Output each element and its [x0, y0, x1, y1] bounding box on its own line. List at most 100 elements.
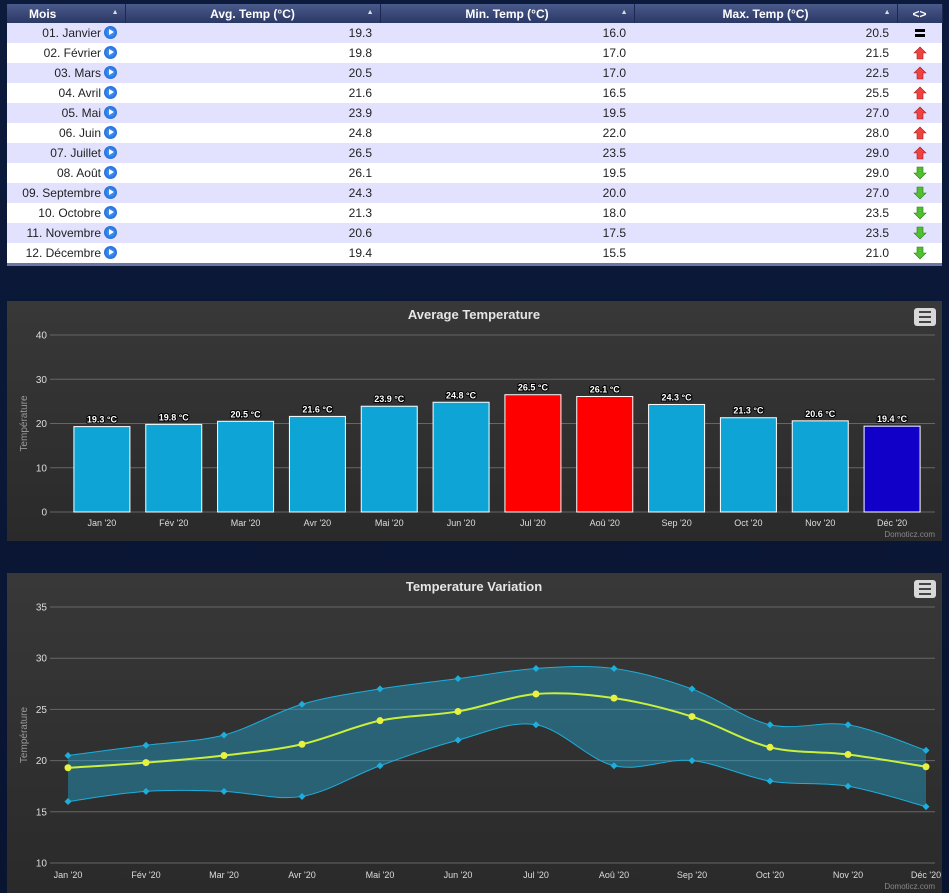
column-title: Mois: [29, 6, 57, 21]
column-header[interactable]: <>: [897, 4, 943, 23]
menu-line: [919, 583, 931, 585]
down-arrow: [912, 227, 927, 240]
down-arrow: [912, 167, 927, 180]
month-label: 04. Avril: [58, 86, 101, 100]
play-icon[interactable]: [104, 166, 117, 179]
play-icon[interactable]: [104, 146, 117, 159]
play-icon[interactable]: [104, 186, 117, 199]
range-marker: [922, 803, 930, 811]
month-cell: 08. Août: [7, 163, 125, 183]
data-label: 26.1 °C: [590, 385, 621, 395]
play-icon[interactable]: [104, 86, 117, 99]
play-icon[interactable]: [104, 46, 117, 59]
value-text: 19.3: [348, 26, 372, 40]
value-cell: 24.3: [125, 183, 380, 203]
trend-cell: [897, 123, 942, 143]
range-marker: [688, 685, 696, 693]
data-label: 20.6 °C: [805, 409, 836, 419]
play-icon[interactable]: [104, 206, 117, 219]
range-marker: [688, 757, 696, 765]
avg-marker: [298, 740, 306, 748]
month-label: 07. Juillet: [50, 146, 101, 160]
trend-cell: [897, 183, 942, 203]
table-row: 05. Mai 23.9 19.5 27.0: [7, 103, 942, 123]
range-marker: [922, 746, 930, 754]
play-icon[interactable]: [104, 246, 117, 259]
value-cell: 25.5: [634, 83, 897, 103]
month-label: 01. Janvier: [42, 26, 101, 40]
menu-line: [919, 311, 931, 313]
value-cell: 20.6: [125, 223, 380, 243]
x-tick-label: Mar '20: [231, 518, 261, 528]
menu-button[interactable]: [914, 308, 936, 326]
bar: [360, 405, 418, 513]
avg-marker: [532, 690, 540, 698]
play-icon[interactable]: [104, 226, 117, 239]
avg-marker: [454, 707, 462, 715]
up-arrow: [912, 146, 927, 160]
value-text: 27.0: [865, 186, 889, 200]
value-cell: 27.0: [634, 183, 897, 203]
play-icon[interactable]: [104, 106, 117, 119]
value-cell: 28.0: [634, 123, 897, 143]
bar: [504, 394, 562, 513]
play-icon[interactable]: [104, 66, 117, 79]
value-text: 29.0: [865, 146, 889, 160]
value-cell: 19.8: [125, 43, 380, 63]
data-label: 19.3 °C: [87, 415, 118, 425]
data-label: 24.8 °C: [446, 390, 477, 400]
trend-icon: [912, 227, 927, 240]
range-marker: [844, 782, 852, 790]
trend-cell: [897, 43, 942, 63]
value-cell: 19.4: [125, 243, 380, 265]
trend-icon: [912, 167, 927, 180]
column-header[interactable]: Mois ▲: [7, 4, 126, 23]
x-tick-label: Fév '20: [131, 870, 160, 880]
column-header[interactable]: Avg. Temp (°C) ▲: [125, 4, 381, 23]
value-cell: 19.5: [380, 103, 634, 123]
value-text: 26.5: [348, 146, 372, 160]
range-marker: [142, 787, 150, 795]
trend-cell: [897, 143, 942, 163]
avg-marker: [220, 751, 228, 759]
month-cell: 04. Avril: [7, 83, 125, 103]
value-cell: 20.5: [125, 63, 380, 83]
data-label: 24.3 °C: [662, 392, 693, 402]
trend-icon: [912, 146, 927, 160]
value-cell: 24.8: [125, 123, 380, 143]
avg-marker: [688, 713, 696, 721]
play-icon[interactable]: [104, 126, 117, 139]
play-icon[interactable]: [104, 26, 117, 39]
month-label: 02. Février: [43, 46, 101, 60]
range-marker: [454, 736, 462, 744]
equal-bar: [914, 34, 925, 38]
chart-title: Average Temperature: [408, 307, 540, 322]
up-arrow: [912, 86, 927, 100]
value-text: 16.5: [602, 86, 626, 100]
range-marker: [844, 721, 852, 729]
menu-button[interactable]: [914, 580, 936, 598]
value-text: 17.5: [602, 226, 626, 240]
bar: [648, 403, 706, 513]
x-tick-label: Sep '20: [677, 870, 707, 880]
value-text: 23.9: [348, 106, 372, 120]
bar: [719, 417, 777, 513]
table-row: 08. Août 26.1 19.5 29.0: [7, 163, 942, 183]
x-tick-label: Nov '20: [805, 518, 835, 528]
up-arrow: [912, 106, 927, 120]
y-tick-label: 10: [36, 859, 48, 870]
x-tick-label: Fév '20: [159, 518, 188, 528]
y-tick-label: 30: [36, 654, 48, 665]
range-marker: [220, 731, 228, 739]
value-cell: 17.5: [380, 223, 634, 243]
value-cell: 26.1: [125, 163, 380, 183]
value-cell: 23.5: [634, 223, 897, 243]
value-cell: 20.0: [380, 183, 634, 203]
column-header[interactable]: Min. Temp (°C) ▲: [380, 4, 635, 23]
x-tick-label: Aoû '20: [590, 518, 620, 528]
x-tick-label: Avr '20: [304, 518, 332, 528]
y-tick-label: 15: [36, 807, 48, 818]
value-text: 17.0: [602, 66, 626, 80]
x-tick-label: Jun '20: [444, 870, 473, 880]
column-header[interactable]: Max. Temp (°C) ▲: [634, 4, 898, 23]
